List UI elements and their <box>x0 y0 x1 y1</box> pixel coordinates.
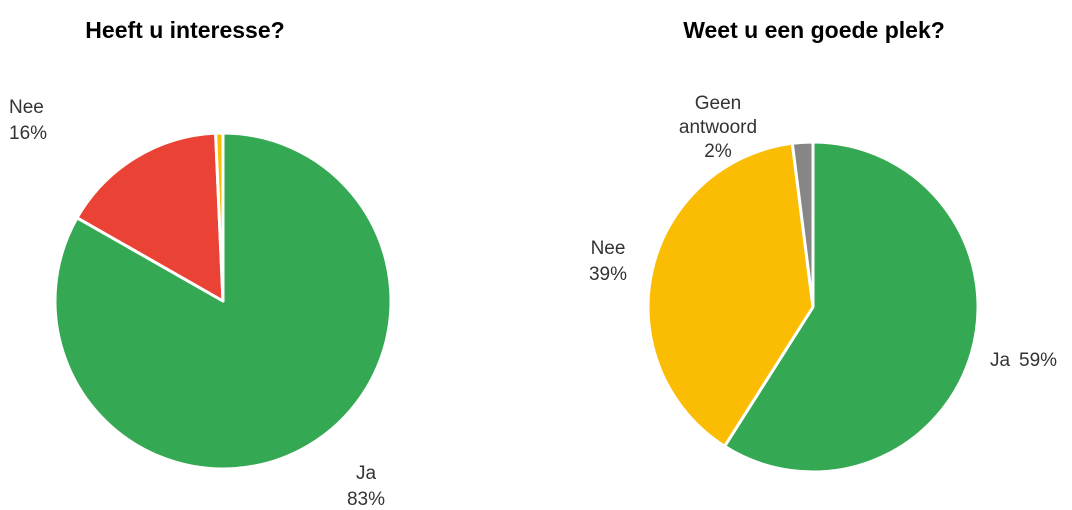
pie-1-slice-ja <box>723 140 980 474</box>
label-interest-ja-name: Ja <box>356 463 377 484</box>
pie-1-slice-nee <box>646 141 815 448</box>
label-location-nee-name: Nee <box>591 238 626 259</box>
label-location-geen-antwoord: Geen antwoord 2% <box>679 93 757 162</box>
label-interest-nee: Nee 16% <box>9 97 47 144</box>
pie-1-slice-geen-antwoord <box>790 140 815 309</box>
chart-interest-title: Heeft u interesse? <box>85 17 284 43</box>
label-location-ja: Ja 59% <box>990 350 1057 371</box>
pie-0-slice-other <box>214 131 225 303</box>
chart-location: Weet u een goede plek? Geen antwoord 2% … <box>589 17 1057 474</box>
label-location-ja-value: 59% <box>1019 350 1057 371</box>
label-location-ja-name: Ja <box>990 350 1011 371</box>
label-interest-ja-value: 83% <box>347 489 385 510</box>
label-location-geen-line2: antwoord <box>679 117 757 138</box>
pie-0-slice-ja <box>53 131 393 471</box>
label-interest-nee-name: Nee <box>9 97 44 118</box>
label-interest-ja: Ja 83% <box>347 463 385 510</box>
pie-0-slice-nee <box>75 131 225 303</box>
chart-location-title: Weet u een goede plek? <box>683 17 945 43</box>
label-location-nee-value: 39% <box>589 264 627 285</box>
chart-interest: Heeft u interesse? Nee 16% Ja 83% <box>9 17 393 510</box>
label-location-nee: Nee 39% <box>589 238 627 285</box>
pie-interest <box>53 131 393 471</box>
label-location-geen-line1: Geen <box>695 93 741 114</box>
label-location-geen-value: 2% <box>704 141 732 162</box>
pie-location <box>646 140 980 474</box>
label-interest-nee-value: 16% <box>9 123 47 144</box>
